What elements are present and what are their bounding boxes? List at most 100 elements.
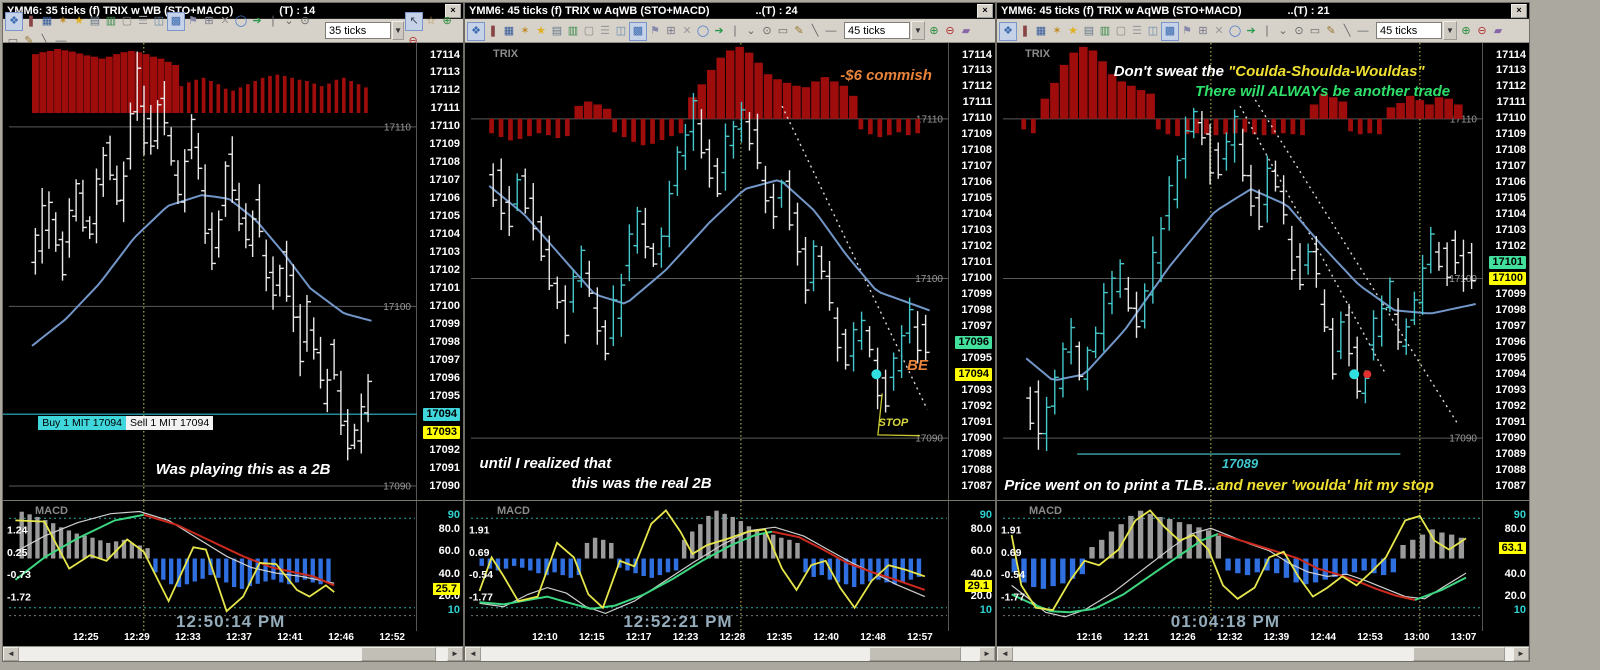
chart-settings-icon[interactable]: ❖: [5, 12, 23, 31]
calendar-icon[interactable]: ▤: [89, 15, 101, 27]
star-icon[interactable]: ★: [536, 24, 546, 37]
trendline-tool-icon[interactable]: ╲: [1343, 24, 1351, 37]
price-chart[interactable]: 17114 17113 17112 17111 17110 17109 17108 17107…: [3, 43, 463, 500]
chart-settings-icon[interactable]: ❖: [467, 21, 485, 41]
favorites-icon[interactable]: ✶: [1052, 24, 1062, 37]
chart-settings-icon[interactable]: ❖: [999, 21, 1017, 41]
chart-window-icon[interactable]: ▩: [167, 12, 185, 31]
titlebar[interactable]: YMM6: 45 ticks (f) TRIX w AqWB (STO+MACD…: [465, 3, 995, 19]
bar-style-icon[interactable]: ❚: [1020, 24, 1030, 37]
ticks-input[interactable]: [844, 22, 910, 39]
insert-study-icon[interactable]: ▥: [1099, 24, 1111, 37]
delete-drawing-icon[interactable]: ✕: [220, 15, 230, 27]
star-outline-icon[interactable]: ☆: [426, 15, 437, 27]
chart-window-icon[interactable]: ▩: [1161, 21, 1179, 41]
eraser-icon[interactable]: ▰: [1493, 25, 1503, 37]
pencil-tool-icon[interactable]: ✎: [1326, 24, 1336, 37]
titlebar[interactable]: YMM6: 45 ticks (f) TRIX w AqWB (STO+MACD…: [997, 3, 1529, 19]
scroll-track[interactable]: [481, 647, 979, 661]
insert-study-icon[interactable]: ▥: [105, 15, 117, 27]
pencil-tool-icon[interactable]: ✎: [794, 24, 804, 37]
horizontal-line-tool-icon[interactable]: —: [825, 24, 837, 37]
expand-icon[interactable]: ⌄: [284, 15, 294, 27]
bar-style-icon[interactable]: ❚: [488, 24, 498, 37]
rectangle-tool-icon[interactable]: ▭: [777, 24, 789, 37]
price-chart[interactable]: 17114 17113 17112 17111 17110 17109 17108 17107…: [465, 43, 995, 500]
ellipse-tool-icon[interactable]: ⊙: [762, 24, 772, 37]
scroll-track[interactable]: [1013, 647, 1513, 661]
scroll-right-icon[interactable]: ►: [1513, 647, 1529, 661]
scroll-thumb[interactable]: [869, 647, 962, 661]
star-icon[interactable]: ★: [74, 15, 84, 27]
window-icon[interactable]: ◫: [1147, 24, 1159, 37]
pointer-flag-icon[interactable]: ⚑: [1182, 24, 1192, 37]
indicator-chart[interactable]: MACD1.910.69-0.54-1.779080.060.040.020.0…: [997, 500, 1529, 631]
list-icon[interactable]: ☰: [600, 24, 610, 37]
expand-icon[interactable]: ⌄: [1278, 24, 1288, 37]
price-chart[interactable]: 17114 17113 17112 17111 17110 17109 17108 17107…: [997, 43, 1529, 500]
horizontal-line-tool-icon[interactable]: —: [1357, 24, 1369, 37]
rectangle-tool-icon[interactable]: ▭: [1309, 24, 1321, 37]
trendline-tool-icon[interactable]: ╲: [811, 24, 819, 37]
zoom-in-icon[interactable]: ⊕: [442, 15, 452, 27]
calendar-icon[interactable]: ▤: [1083, 24, 1095, 37]
scroll-track[interactable]: [19, 647, 447, 661]
zoom-in-icon[interactable]: ⊕: [1461, 25, 1471, 37]
balloon-icon[interactable]: ◯: [1228, 24, 1242, 37]
pointer-icon[interactable]: ↖: [405, 12, 424, 31]
delete-drawing-icon[interactable]: ✕: [682, 24, 692, 37]
indicator-chart[interactable]: MACD 1.24 0.25 -0.73 -1.72 90 80.0 60.0 40.0 20.0…: [3, 500, 463, 631]
scroll-left-icon[interactable]: ◄: [465, 647, 481, 661]
titlebar[interactable]: YMM6: 35 ticks (f) TRIX w WB (STO+MACD) …: [3, 3, 463, 19]
ticks-dropdown-icon[interactable]: ▼: [391, 21, 405, 40]
scroll-right-icon[interactable]: ►: [447, 647, 463, 661]
scroll-right-icon[interactable]: ►: [979, 647, 995, 661]
save-icon[interactable]: ▦: [503, 24, 515, 37]
zoom-out-icon[interactable]: ⊖: [945, 25, 955, 37]
clipboard-icon[interactable]: ▢: [583, 24, 595, 37]
pencil-tool-icon[interactable]: ✎: [24, 35, 34, 47]
vertical-line-tool-icon[interactable]: ❘: [268, 15, 278, 27]
save-icon[interactable]: ▦: [1035, 24, 1047, 37]
clipboard-icon[interactable]: ▢: [1115, 24, 1127, 37]
rectangle-tool-icon[interactable]: ▭: [7, 35, 19, 47]
horizontal-scrollbar[interactable]: ◄ ►: [3, 646, 463, 661]
ticks-dropdown-icon[interactable]: ▼: [911, 21, 925, 40]
ellipse-tool-icon[interactable]: ⊙: [1294, 24, 1304, 37]
grid-icon[interactable]: ⊞: [666, 24, 676, 37]
list-icon[interactable]: ☰: [138, 15, 148, 27]
window-icon[interactable]: ◫: [615, 24, 627, 37]
delete-drawing-icon[interactable]: ✕: [1214, 24, 1224, 37]
clipboard-icon[interactable]: ▢: [121, 15, 133, 27]
trendline-tool-icon[interactable]: ╲: [41, 35, 49, 47]
scroll-thumb[interactable]: [1413, 647, 1505, 661]
arrow-tool-icon[interactable]: ➔: [1246, 24, 1256, 37]
arrow-tool-icon[interactable]: ➔: [252, 15, 262, 27]
zoom-out-icon[interactable]: ⊖: [1477, 25, 1487, 37]
close-icon[interactable]: ×: [1511, 3, 1527, 18]
horizontal-line-tool-icon[interactable]: —: [55, 35, 67, 47]
window-icon[interactable]: ◫: [153, 15, 165, 27]
close-icon[interactable]: ×: [977, 3, 993, 18]
grid-icon[interactable]: ⊞: [1198, 24, 1208, 37]
ticks-input[interactable]: [1376, 22, 1442, 39]
ticks-input[interactable]: [324, 22, 391, 39]
eraser-icon[interactable]: ▰: [961, 25, 971, 37]
scroll-thumb[interactable]: [361, 647, 437, 661]
balloon-icon[interactable]: ◯: [234, 15, 248, 27]
expand-icon[interactable]: ⌄: [746, 24, 756, 37]
chart-window-icon[interactable]: ▩: [629, 21, 647, 41]
star-icon[interactable]: ★: [1068, 24, 1078, 37]
zoom-in-icon[interactable]: ⊕: [929, 25, 939, 37]
horizontal-scrollbar[interactable]: ◄ ►: [465, 646, 995, 661]
favorites-icon[interactable]: ✶: [520, 24, 530, 37]
save-icon[interactable]: ▦: [41, 15, 53, 27]
scroll-left-icon[interactable]: ◄: [3, 647, 19, 661]
close-icon[interactable]: ×: [445, 3, 461, 18]
pointer-flag-icon[interactable]: ⚑: [650, 24, 660, 37]
horizontal-scrollbar[interactable]: ◄ ►: [997, 646, 1529, 661]
pointer-flag-icon[interactable]: ⚑: [188, 15, 198, 27]
arrow-tool-icon[interactable]: ➔: [714, 24, 724, 37]
grid-icon[interactable]: ⊞: [204, 15, 214, 27]
